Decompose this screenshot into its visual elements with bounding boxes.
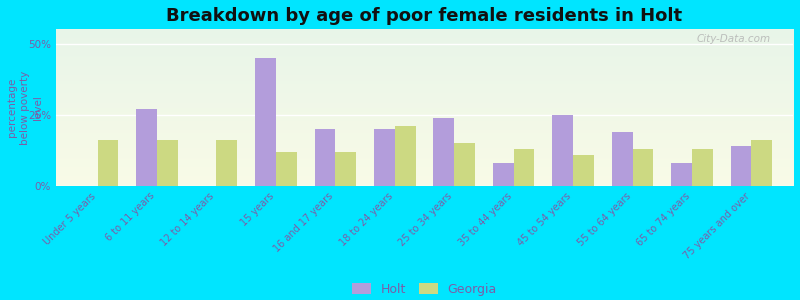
Text: City-Data.com: City-Data.com (697, 34, 771, 44)
Y-axis label: percentage
below poverty
level: percentage below poverty level (7, 70, 43, 145)
Legend: Holt, Georgia: Holt, Georgia (352, 283, 497, 296)
Bar (394, 126, 415, 186)
Bar (671, 163, 692, 186)
Bar (552, 115, 573, 186)
Bar (276, 152, 297, 186)
Bar (374, 129, 394, 186)
Bar (633, 149, 654, 186)
Bar (217, 140, 238, 186)
Bar (514, 149, 534, 186)
Bar (730, 146, 751, 186)
Bar (573, 155, 594, 186)
Bar (157, 140, 178, 186)
Bar (335, 152, 356, 186)
Bar (692, 149, 713, 186)
Bar (136, 109, 157, 186)
Bar (612, 132, 633, 186)
Title: Breakdown by age of poor female residents in Holt: Breakdown by age of poor female resident… (166, 7, 682, 25)
Bar (98, 140, 118, 186)
Bar (255, 58, 276, 186)
Bar (454, 143, 475, 186)
Bar (751, 140, 772, 186)
Bar (314, 129, 335, 186)
Bar (434, 118, 454, 186)
Bar (493, 163, 514, 186)
